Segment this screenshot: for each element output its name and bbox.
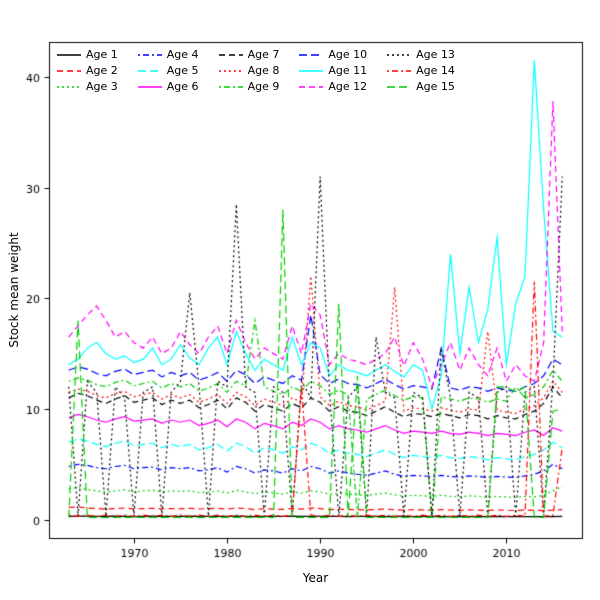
legend-line-sample-icon xyxy=(218,54,243,56)
legend-entry: Age 12 xyxy=(299,79,367,95)
legend-label: Age 14 xyxy=(416,64,455,77)
x-axis-title: Year xyxy=(302,571,329,585)
legend-label: Age 1 xyxy=(86,48,118,61)
legend-entry: Age 7 xyxy=(218,47,280,63)
legend-label: Age 11 xyxy=(328,64,368,77)
legend-entry: Age 4 xyxy=(137,47,199,63)
legend-label: Age 6 xyxy=(166,80,199,93)
legend-label: Age 15 xyxy=(416,80,455,93)
legend-line-sample-icon xyxy=(218,70,243,72)
legend-line-sample-icon xyxy=(387,54,412,56)
legend-entry: Age 2 xyxy=(57,63,118,79)
legend-entry: Age 8 xyxy=(218,63,280,79)
legend-label: Age 12 xyxy=(328,80,368,93)
legend-entry: Age 1 xyxy=(57,47,118,63)
legend-line-sample-icon xyxy=(299,54,324,56)
legend-line-sample-icon xyxy=(299,70,324,72)
legend-entry: Age 13 xyxy=(387,47,455,63)
legend-entry: Age 5 xyxy=(137,63,199,79)
legend-entry: Age 10 xyxy=(299,47,367,63)
legend-label: Age 3 xyxy=(86,80,118,93)
legend-label: Age 4 xyxy=(166,48,199,61)
legend-label: Age 2 xyxy=(86,64,118,77)
legend-line-sample-icon xyxy=(57,86,81,88)
legend-line-sample-icon xyxy=(57,70,81,72)
legend-line-sample-icon xyxy=(299,86,324,88)
legend-label: Age 7 xyxy=(247,48,280,61)
legend: Age 1 Age 2 Age 3 Age 4 Age 5 Age 6 Age 7 Age 8… xyxy=(57,47,455,95)
legend-label: Age 13 xyxy=(416,48,455,61)
legend-line-sample-icon xyxy=(137,54,162,56)
legend-label: Age 5 xyxy=(166,64,199,77)
legend-entry: Age 15 xyxy=(387,79,455,95)
legend-entry: Age 14 xyxy=(387,63,455,79)
legend-label: Age 9 xyxy=(247,80,280,93)
legend-entry: Age 3 xyxy=(57,79,118,95)
legend-line-sample-icon xyxy=(218,86,243,88)
legend-label: Age 8 xyxy=(247,64,280,77)
legend-label: Age 10 xyxy=(328,48,368,61)
legend-entry: Age 6 xyxy=(137,79,199,95)
y-axis-title: Stock mean weight xyxy=(7,232,21,348)
legend-line-sample-icon xyxy=(57,54,81,56)
legend-line-sample-icon xyxy=(387,70,412,72)
legend-line-sample-icon xyxy=(137,70,162,72)
legend-entry: Age 11 xyxy=(299,63,367,79)
legend-line-sample-icon xyxy=(137,86,162,88)
legend-entry: Age 9 xyxy=(218,79,280,95)
legend-line-sample-icon xyxy=(387,86,412,88)
